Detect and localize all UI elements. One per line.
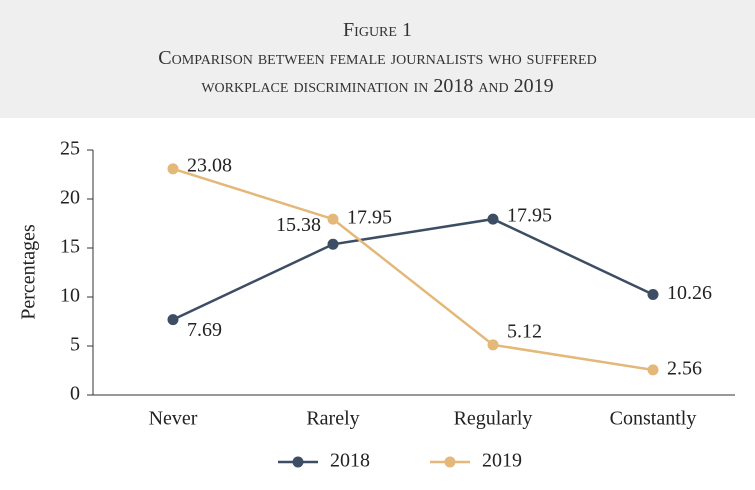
point [327, 238, 339, 250]
x-tick-label: Regularly [454, 408, 533, 430]
data-label: 10.26 [667, 282, 712, 304]
data-label: 5.12 [507, 320, 542, 342]
chart-title: Comparison between female journalists wh… [158, 47, 597, 69]
point [487, 213, 499, 225]
line [172, 167, 654, 372]
legend-label: 2019 [482, 450, 522, 472]
chart-title: workplace discrimination in 2018 and 201… [201, 75, 554, 97]
point [167, 314, 179, 326]
x-tick-label: Rarely [306, 408, 359, 430]
legend-label: 2018 [330, 450, 370, 472]
point [327, 213, 339, 225]
y-tick-label: 0 [70, 383, 80, 405]
line [172, 217, 654, 321]
figure-label: Figure 1 [343, 19, 412, 41]
y-tick-label: 15 [60, 236, 80, 258]
x-tick-label: Never [149, 408, 198, 430]
point [167, 163, 179, 175]
legend-marker [444, 456, 456, 468]
point [647, 364, 659, 376]
y-tick-label: 25 [60, 138, 80, 160]
data-label: 2.56 [667, 358, 702, 380]
data-label: 15.38 [276, 214, 321, 236]
point [487, 339, 499, 351]
y-tick-label: 10 [60, 285, 80, 307]
data-label: 17.95 [507, 205, 552, 227]
legend-marker [292, 456, 304, 468]
data-label: 23.08 [187, 154, 232, 176]
data-label: 7.69 [187, 319, 222, 341]
y-tick-label: 5 [70, 334, 80, 356]
point [647, 288, 659, 300]
y-tick-label: 20 [60, 187, 80, 209]
header: Figure 1 Comparison between female journ… [0, 0, 755, 118]
y-axis-label: Percentages [18, 224, 40, 320]
data-label: 17.95 [347, 207, 392, 229]
x-tick-label: Constantly [610, 408, 697, 430]
